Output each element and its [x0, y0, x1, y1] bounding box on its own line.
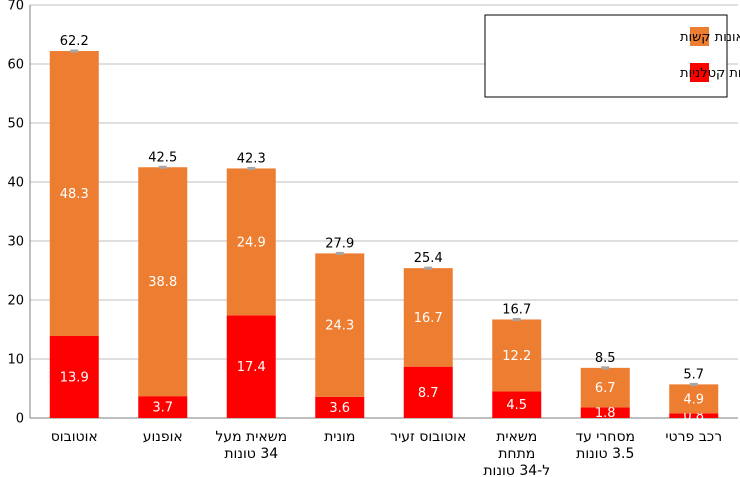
- data-label: 17.4: [237, 360, 266, 375]
- x-tick-label: ל-34 טונות: [483, 463, 550, 477]
- x-tick-label: אוטובוס: [51, 429, 98, 445]
- data-label: 3.7: [152, 401, 173, 416]
- data-label: 8.7: [418, 386, 439, 401]
- data-label: 4.5: [506, 398, 527, 413]
- total-label: 42.3: [237, 151, 266, 166]
- legend-swatch: [690, 63, 709, 82]
- bar-segment: [315, 396, 365, 418]
- data-label: 6.7: [595, 381, 616, 396]
- y-tick-label: 70: [7, 0, 24, 14]
- bar-segment: [669, 384, 719, 414]
- total-label: 8.5: [595, 351, 616, 366]
- total-label: 42.5: [148, 150, 177, 165]
- bar-segment: [403, 366, 453, 418]
- y-tick-label: 20: [7, 294, 24, 309]
- x-tick-label: מתחת: [498, 446, 535, 462]
- bar-segment: [49, 335, 99, 418]
- legend-label: מעורבות בתאונות קטלניות: [680, 66, 740, 81]
- legend-swatch: [690, 27, 709, 46]
- legend-label: מעורבות בתאונות קשות: [680, 30, 740, 45]
- y-tick-label: 30: [7, 235, 24, 250]
- data-label: 1.8: [595, 406, 616, 421]
- x-tick-label: משאית מעל: [215, 429, 287, 445]
- x-tick-label: רכב פרטי: [665, 429, 722, 445]
- data-label: 12.2: [502, 349, 531, 364]
- bar-segment: [403, 268, 453, 367]
- x-tick-label: אוטובוס זעיר: [390, 429, 466, 445]
- total-label: 16.7: [502, 302, 531, 317]
- bar-segment: [315, 253, 365, 397]
- bar-segment: [138, 396, 188, 418]
- x-tick-label: 3.5 טונות: [576, 446, 634, 462]
- y-tick-label: 50: [7, 117, 24, 132]
- x-tick-label: מונית: [324, 429, 355, 445]
- x-tick-label: אופנוע: [143, 429, 183, 445]
- data-label: 3.6: [329, 401, 350, 416]
- data-label: 16.7: [414, 311, 443, 326]
- bar-segment: [492, 391, 542, 418]
- total-label: 25.4: [414, 251, 443, 266]
- bar-segment: [669, 413, 719, 418]
- bar-segment: [49, 51, 99, 336]
- data-label: 24.9: [237, 235, 266, 250]
- total-label: 62.2: [60, 34, 89, 49]
- x-tick-label: מסחרי עד: [575, 429, 635, 445]
- y-tick-label: 0: [16, 412, 24, 427]
- bar-segment: [226, 315, 276, 418]
- data-label: 38.8: [148, 275, 177, 290]
- data-label: 24.3: [325, 319, 354, 334]
- legend-box: [484, 14, 728, 98]
- total-label: 27.9: [325, 236, 354, 251]
- bar-segment: [492, 319, 542, 392]
- bar-segment: [226, 168, 276, 316]
- bar-segment: [580, 407, 630, 418]
- bar-segment: [580, 367, 630, 408]
- data-label: 13.9: [60, 370, 89, 385]
- bar-segment: [138, 167, 188, 397]
- data-label: 48.3: [60, 187, 89, 202]
- data-label: 4.9: [683, 392, 704, 407]
- x-tick-label: משאית: [496, 429, 537, 445]
- y-tick-label: 10: [7, 353, 24, 368]
- total-label: 5.7: [683, 367, 704, 382]
- x-tick-label: 34 טונות: [224, 446, 278, 462]
- y-tick-label: 60: [7, 58, 24, 73]
- y-tick-label: 40: [7, 176, 24, 191]
